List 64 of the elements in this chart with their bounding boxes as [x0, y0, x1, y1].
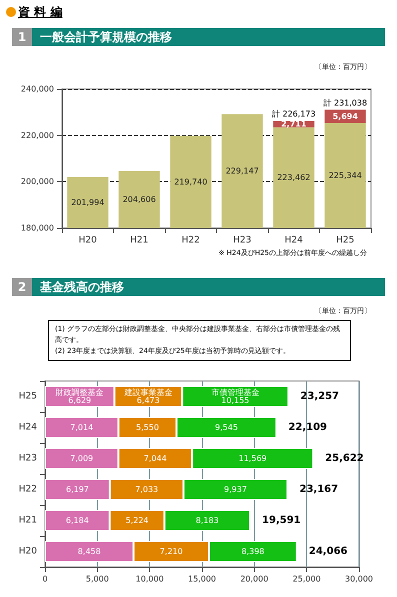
x-tick-label: 10,000: [136, 574, 164, 584]
x-tick-label: 0: [42, 574, 48, 584]
total-label: 24,066: [308, 546, 348, 557]
total-label: 計 231,038: [323, 98, 368, 108]
y-tick-label: H22: [18, 484, 37, 494]
y-tick-label: H21: [18, 516, 37, 526]
data-label: 225,344: [328, 170, 362, 180]
data-label: 6,629: [68, 396, 92, 405]
total-label: 25,622: [325, 453, 364, 464]
chart-title: 基金残高の推移: [40, 278, 124, 296]
data-label: 229,147: [226, 166, 259, 176]
chart-title: 一般会計予算規模の推移: [40, 28, 172, 46]
data-label: 8,183: [196, 516, 219, 525]
data-label: 6,184: [66, 516, 89, 525]
data-label: 5,550: [136, 423, 159, 432]
total-label: 19,591: [262, 515, 301, 526]
x-tick-label: H24: [284, 236, 304, 246]
data-label: 5,694: [332, 112, 358, 121]
x-tick-label: 15,000: [188, 574, 216, 584]
total-label: 23,167: [299, 484, 338, 495]
x-tick-label: H25: [336, 236, 354, 246]
text: 資 料 編: [18, 4, 62, 20]
y-tick-label: H23: [18, 454, 37, 464]
y-tick-label: 220,000: [20, 130, 54, 140]
data-label: 219,740: [174, 177, 208, 186]
data-label: 7,210: [160, 547, 183, 556]
y-tick-label: 180,000: [20, 224, 54, 232]
data-label: 10,155: [221, 396, 250, 405]
data-label: 6,197: [66, 485, 89, 494]
text: 1: [12, 28, 32, 46]
data-label: 223,462: [277, 173, 310, 182]
x-tick-label: 25,000: [292, 574, 321, 584]
series-label: 市債管理基金: [211, 388, 260, 397]
x-tick-label: H22: [182, 236, 200, 246]
x-tick-label: 20,000: [240, 574, 268, 584]
data-label: 7,033: [135, 485, 158, 494]
data-label: 5,224: [126, 516, 149, 525]
data-label: 201,994: [71, 198, 104, 208]
data-label: 8,398: [241, 547, 264, 556]
data-label: 204,606: [122, 195, 156, 204]
text: 2: [12, 278, 32, 296]
total-label: 計 226,173: [272, 110, 316, 119]
x-tick-label: H23: [233, 236, 252, 246]
data-label: 9,545: [215, 423, 238, 432]
data-label: 7,044: [144, 454, 167, 463]
y-tick-label: 200,000: [20, 177, 54, 186]
x-tick-label: H20: [78, 236, 98, 246]
data-label: 7,009: [70, 454, 94, 463]
data-label: 6,473: [136, 396, 160, 405]
data-label: 7,014: [70, 423, 94, 432]
y-tick-label: H25: [18, 392, 37, 402]
y-tick-label: 240,000: [20, 84, 54, 94]
series-label: 建設事業基金: [123, 388, 172, 397]
data-label: 9,937: [224, 485, 247, 494]
data-label: 11,569: [238, 454, 267, 463]
series-label: 財政調整基金: [56, 388, 104, 397]
data-label: 8,458: [78, 547, 101, 556]
y-tick-label: H24: [18, 422, 38, 432]
y-tick-label: H20: [18, 546, 38, 556]
x-tick-label: 5,000: [86, 574, 109, 584]
x-tick-label: 30,000: [345, 574, 373, 584]
x-tick-label: H21: [130, 236, 148, 246]
total-label: 23,257: [300, 391, 340, 402]
total-label: 22,109: [288, 422, 328, 433]
